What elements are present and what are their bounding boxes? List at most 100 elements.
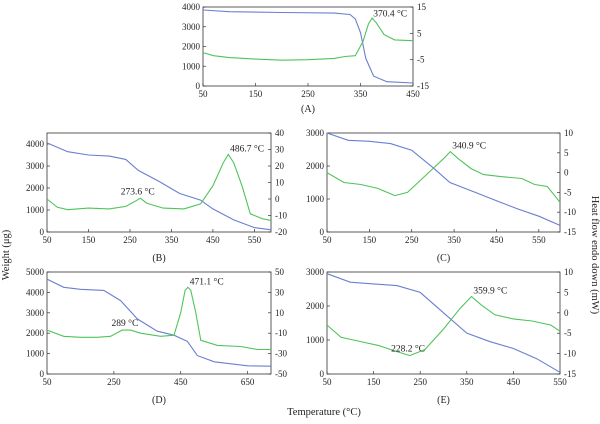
plot-frame <box>326 271 561 375</box>
y-right-tick-label: 30 <box>275 287 285 297</box>
x-tick-label: 450 <box>507 377 521 387</box>
x-tick-label: 50 <box>323 377 333 387</box>
y-right-tick-label: 20 <box>275 161 285 171</box>
x-tick-label: 350 <box>165 235 179 245</box>
y-right-tick-label: -15 <box>417 81 429 91</box>
x-tick-label: 50 <box>199 89 209 99</box>
y-right-tick-label: -20 <box>275 227 287 237</box>
y-left-tick-label: 2000 <box>306 161 325 171</box>
y-left-tick-label: 3000 <box>182 22 201 32</box>
weight-curve <box>46 142 272 231</box>
y-right-tick-label: 10 <box>275 178 285 188</box>
peak-label-secondary: 273.6 °C <box>121 187 155 198</box>
x-tick-label: 650 <box>241 377 255 387</box>
y-left-tick-label: 3000 <box>306 267 325 277</box>
x-tick-label: 250 <box>413 377 427 387</box>
heat-flow-curve <box>202 17 414 61</box>
x-axis-label: Temperature (°C) <box>287 407 361 418</box>
weight-curve <box>326 132 561 226</box>
y-right-tick-label: 5 <box>564 287 569 297</box>
y-right-tick-label: 10 <box>564 128 574 138</box>
heat-flow-curve <box>46 153 272 221</box>
x-tick-label: 550 <box>248 235 262 245</box>
y-left-tick-label: 1000 <box>26 205 45 215</box>
y-left-tick-label: 4000 <box>182 2 201 12</box>
x-tick-label: 250 <box>123 235 137 245</box>
panel-label: (E) <box>437 395 450 406</box>
y-right-tick-label: 5 <box>417 28 422 38</box>
x-tick-label: 50 <box>43 377 53 387</box>
y-left-tick-label: 5000 <box>26 267 45 277</box>
weight-curve <box>46 278 272 367</box>
x-tick-label: 250 <box>107 377 121 387</box>
y-left-tick-label: 2000 <box>306 301 325 311</box>
y-right-tick-label: -10 <box>275 328 287 338</box>
y-right-tick-label: -5 <box>564 328 572 338</box>
y-right-tick-label: -10 <box>564 349 576 359</box>
y-right-tick-label: 15 <box>417 2 427 12</box>
y-right-tick-label: 0 <box>564 168 569 178</box>
x-tick-label: 50 <box>43 235 53 245</box>
x-tick-label: 150 <box>363 235 377 245</box>
x-tick-label: 550 <box>532 235 546 245</box>
y-left-tick-label: 0 <box>40 227 45 237</box>
y-right-tick-label: 0 <box>564 308 569 318</box>
y-right-tick-label: 0 <box>275 194 280 204</box>
panel-label: (C) <box>437 253 450 264</box>
x-tick-label: 50 <box>323 235 333 245</box>
y-left-tick-label: 3000 <box>26 161 45 171</box>
plot-frame <box>326 132 561 233</box>
y-left-tick-label: 1000 <box>182 61 201 71</box>
y-left-tick-label: 2000 <box>26 183 45 193</box>
y-right-tick-label: 30 <box>275 145 285 155</box>
y-right-tick-label: -10 <box>275 211 287 221</box>
y-left-tick-label: 1000 <box>306 194 325 204</box>
peak-label-secondary: 228.2 °C <box>391 344 425 355</box>
x-tick-label: 450 <box>206 235 220 245</box>
x-tick-label: 450 <box>490 235 504 245</box>
y-right-label: Heat flow endo down (mW) <box>589 196 600 315</box>
x-tick-label: 350 <box>354 89 368 99</box>
y-left-tick-label: 1000 <box>306 335 325 345</box>
x-tick-label: 350 <box>460 377 474 387</box>
y-left-tick-label: 0 <box>320 227 325 237</box>
y-left-tick-label: 0 <box>196 81 201 91</box>
x-tick-label: 450 <box>406 89 420 99</box>
y-right-tick-label: 50 <box>275 267 285 277</box>
peak-label: 340.9 °C <box>452 141 486 152</box>
x-tick-label: 150 <box>367 377 381 387</box>
heat-flow-curve <box>326 295 561 357</box>
y-left-tick-label: 1000 <box>26 349 45 359</box>
y-right-tick-label: 5 <box>564 148 569 158</box>
peak-label: 471.1 °C <box>190 276 224 287</box>
panel-label: (D) <box>152 395 166 406</box>
y-right-tick-label: -10 <box>564 207 576 217</box>
x-tick-label: 550 <box>553 377 567 387</box>
x-tick-label: 150 <box>82 235 96 245</box>
weight-curve <box>202 9 414 84</box>
y-right-tick-label: -5 <box>417 55 425 65</box>
peak-label-secondary: 289 °C <box>112 318 139 329</box>
y-left-tick-label: 4000 <box>26 139 45 149</box>
panel-d: 50 250 450 650 0 1000 2000 3000 4000 5000 -50 -30 -1… <box>26 267 287 406</box>
peak-label: 359.9 °C <box>473 286 507 297</box>
y-left-label: Weight (μg) <box>1 229 12 280</box>
y-left-tick-label: 2000 <box>182 42 201 52</box>
y-left-tick-label: 3000 <box>26 308 45 318</box>
x-tick-label: 250 <box>405 235 419 245</box>
y-left-tick-label: 0 <box>320 369 325 379</box>
x-tick-label: 450 <box>174 377 188 387</box>
y-right-tick-label: -5 <box>564 187 572 197</box>
panel-c: 50 150 250 350 450 550 0 1000 2000 3000 -15 -10 -5 0 5… <box>306 128 576 264</box>
panel-a: 50 150 250 350 450 0 1000 2000 3000 4000 -15 -5 5 15 3… <box>182 2 429 115</box>
y-right-tick-label: 40 <box>275 128 285 138</box>
x-tick-label: 150 <box>249 89 263 99</box>
y-right-tick-label: -15 <box>564 369 576 379</box>
y-left-tick-label: 0 <box>40 369 45 379</box>
panel-b: 50 150 250 350 450 550 0 1000 2000 3000 4000 -20 -10… <box>26 128 287 264</box>
x-tick-label: 350 <box>447 235 461 245</box>
heat-flow-curve <box>46 286 271 351</box>
panel-label: (A) <box>301 104 315 115</box>
panel-label: (B) <box>152 253 165 264</box>
